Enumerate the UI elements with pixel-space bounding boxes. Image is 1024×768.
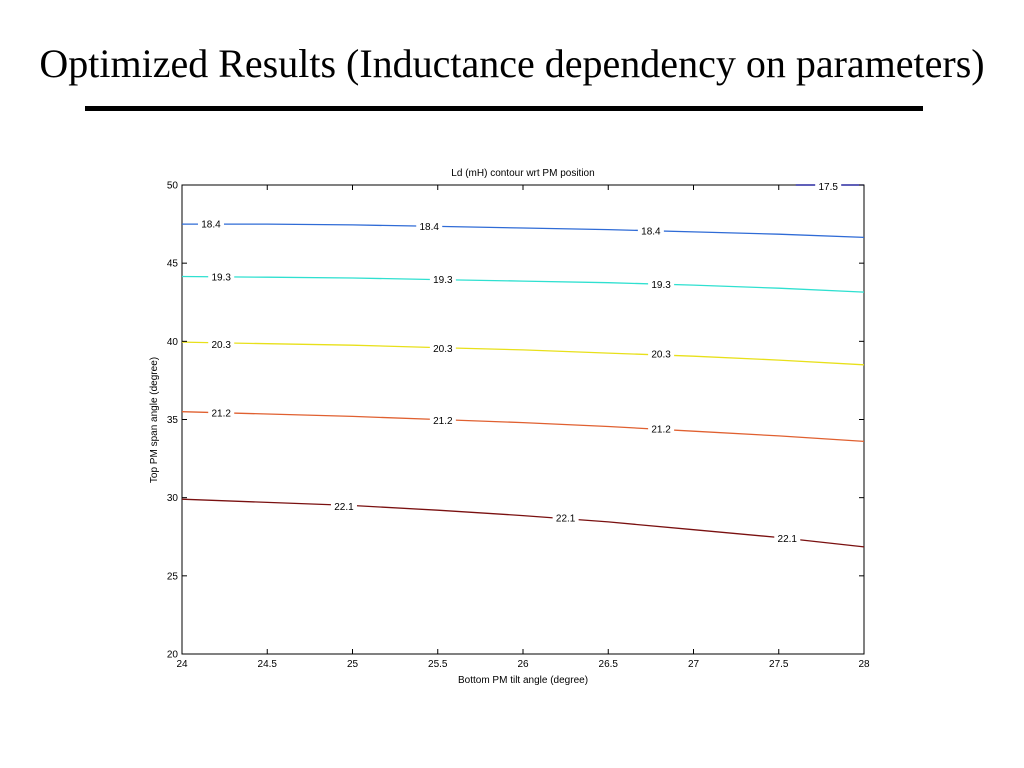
contour-label-bg (429, 273, 456, 286)
contour-label-20.3: 20.3 (211, 340, 231, 351)
y-tick-label: 45 (167, 259, 179, 270)
x-tick-label: 24.5 (258, 659, 278, 670)
x-tick-label: 28 (858, 659, 870, 670)
contour-label-bg (552, 511, 579, 524)
axis-ticks: 24 24.5 25 25.5 26 26.5 27 27.5 28 20 25 30 35 40 45 50 (167, 181, 870, 671)
contour-label-18.4: 18.4 (641, 227, 661, 238)
contour-line-19.3 (181, 275, 865, 293)
contour-label-bg (429, 414, 456, 427)
contour-label-18.4: 18.4 (201, 220, 221, 231)
x-tick-label: 26.5 (599, 659, 619, 670)
contour-label-bg (429, 342, 456, 355)
contour-label-bg (208, 407, 235, 420)
x-tick-label: 25.5 (428, 659, 448, 670)
contour-label-22.1: 22.1 (778, 534, 798, 545)
y-tick-label: 40 (167, 337, 179, 348)
y-tick-label: 50 (167, 181, 179, 192)
contour-line-20.3 (181, 341, 865, 366)
contour-label-20.3: 20.3 (651, 349, 671, 360)
contour-label-21.2: 21.2 (651, 424, 671, 435)
contour-label-18.4: 18.4 (419, 222, 439, 233)
contour-label-bg (637, 225, 664, 238)
contour-label-19.3: 19.3 (651, 280, 671, 291)
contour-label-19.3: 19.3 (433, 275, 453, 286)
x-tick-label: 27.5 (769, 659, 789, 670)
y-tick-label: 20 (167, 650, 179, 661)
contour-label-bg (330, 500, 357, 513)
y-tick-label: 30 (167, 493, 179, 504)
contour-label-bg (774, 532, 801, 545)
contour-label-bg (197, 218, 224, 231)
contour-label-20.3: 20.3 (433, 344, 453, 355)
chart-title: Ld (mH) contour wrt PM position (451, 168, 594, 179)
y-axis-label: Top PM span angle (degree) (149, 357, 160, 483)
title-underline (85, 106, 923, 111)
x-tick-label: 24 (176, 659, 188, 670)
x-tick-label: 26 (517, 659, 529, 670)
contour-label-21.2: 21.2 (211, 409, 231, 420)
slide-title: Optimized Results (Inductance dependency… (39, 41, 985, 86)
plot-area (181, 184, 865, 655)
y-tick-label: 25 (167, 571, 179, 582)
contour-line-18.4 (182, 223, 865, 239)
contour-labels: 17.5 18.4 18.4 18.4 19.3 19.3 19.3 20.3 20.3 20.3… (197, 180, 842, 545)
contour-label-bg (416, 220, 443, 233)
contour-line-22.1 (181, 498, 865, 548)
contour-label-bg (648, 347, 675, 360)
y-tick-label: 35 (167, 415, 179, 426)
contour-label-bg (208, 338, 235, 351)
x-tick-label: 25 (347, 659, 359, 670)
x-axis-label: Bottom PM tilt angle (degree) (458, 675, 588, 686)
contour-label-bg (648, 278, 675, 291)
contour-label-17.5: 17.5 (818, 182, 838, 193)
contour-label-bg (208, 271, 235, 284)
contour-lines (181, 184, 865, 548)
contour-label-22.1: 22.1 (556, 513, 576, 524)
contour-label-21.2: 21.2 (433, 416, 453, 427)
x-tick-label: 27 (688, 659, 700, 670)
plot-frame (181, 184, 865, 655)
contour-label-19.3: 19.3 (211, 273, 231, 284)
contour-line-21.2 (181, 411, 865, 443)
contour-label-bg (815, 180, 842, 193)
contour-label-22.1: 22.1 (334, 502, 354, 513)
contour-label-bg (648, 422, 675, 435)
